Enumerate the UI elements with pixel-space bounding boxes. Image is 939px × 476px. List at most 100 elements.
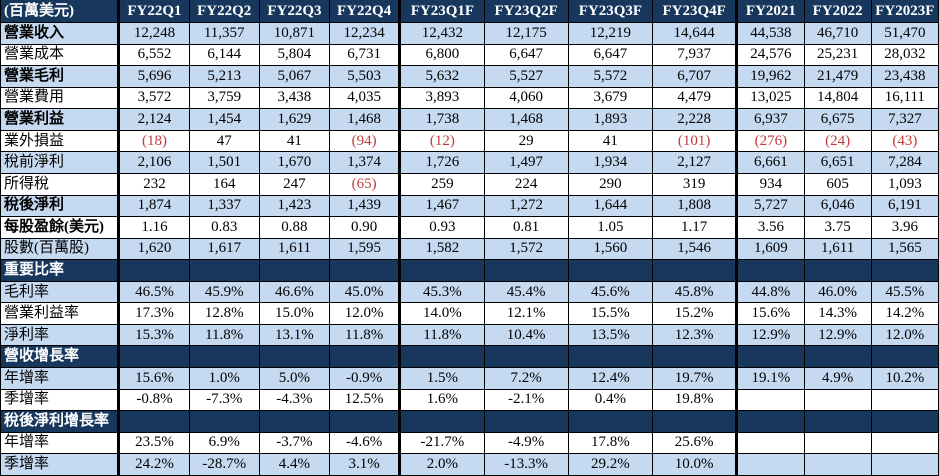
value-cell: 5,067: [258, 65, 331, 88]
value-cell: 28,032: [870, 43, 939, 67]
value-cell: 1,874: [117, 194, 190, 218]
value-cell: 4.9%: [803, 367, 872, 390]
value-cell: 17.3%: [117, 302, 190, 325]
value-cell: 6,937: [735, 108, 805, 131]
value-cell: 12,234: [329, 22, 401, 45]
column-header: FY2022: [803, 0, 872, 23]
row-label: 營業成本: [0, 43, 120, 67]
section-cell: [652, 410, 738, 433]
value-cell: 0.83: [188, 216, 260, 239]
value-cell: 45.9%: [188, 280, 260, 304]
section-cell: [870, 259, 939, 282]
value-cell: 6,191: [870, 194, 939, 218]
value-cell: 1,374: [329, 151, 401, 174]
section-cell: [258, 259, 331, 282]
value-cell: 1,609: [735, 237, 805, 261]
value-cell: -13.3%: [483, 453, 569, 476]
section-cell: [329, 410, 401, 433]
table-row: 毛利率 46.5% 45.9% 46.6% 45.0% 45.3% 45.4% 45.6% 45…: [0, 280, 939, 304]
section-cell: [652, 259, 738, 282]
section-cell: [870, 345, 939, 368]
table-row: 營業毛利 5,696 5,213 5,067 5,503 5,632 5,527 5,572 6…: [0, 65, 939, 88]
unit-header-cell: (百萬美元): [0, 0, 120, 23]
value-cell: 51,470: [870, 22, 939, 45]
row-label: 稅前淨利: [0, 151, 120, 174]
row-label: 稅後淨利: [0, 194, 120, 218]
value-cell: 6,800: [398, 43, 485, 67]
value-cell: [803, 431, 872, 455]
section-cell: [398, 345, 485, 368]
value-cell: 3,893: [398, 86, 485, 110]
section-cell: [567, 410, 654, 433]
value-cell: 1,644: [567, 194, 654, 218]
value-cell: 10.0%: [652, 453, 738, 476]
value-cell: [803, 453, 872, 476]
value-cell: 3,438: [258, 86, 331, 110]
column-header: FY23Q2F: [483, 0, 569, 23]
value-cell: [870, 388, 939, 412]
value-cell: 41: [567, 129, 654, 153]
value-cell: 13.1%: [258, 323, 331, 347]
row-label: 營業利益: [0, 108, 120, 131]
value-cell: 45.4%: [483, 280, 569, 304]
value-cell: 1,595: [329, 237, 401, 261]
value-cell: -0.9%: [329, 367, 401, 390]
column-header: FY22Q4: [329, 0, 401, 23]
row-label: 毛利率: [0, 280, 120, 304]
value-cell: 5,213: [188, 65, 260, 88]
value-cell: 23,438: [870, 65, 939, 88]
row-label: 營業收入: [0, 22, 120, 45]
table-row: 營業收入 12,248 11,357 10,871 12,234 12,432 12,175…: [0, 22, 939, 45]
value-cell: 5,804: [258, 43, 331, 67]
value-cell: -4.9%: [483, 431, 569, 455]
value-cell: 1,439: [329, 194, 401, 218]
value-cell: 11.8%: [188, 323, 260, 347]
section-label: 營收增長率: [0, 345, 120, 368]
section-cell: [803, 345, 872, 368]
value-cell: 0.4%: [567, 388, 654, 412]
value-cell: (65): [329, 172, 401, 196]
value-cell: 15.5%: [567, 302, 654, 325]
value-cell: 3.75: [803, 216, 872, 239]
table-body: 營業收入 12,248 11,357 10,871 12,234 12,432 12,175…: [0, 22, 939, 476]
value-cell: (43): [870, 129, 939, 153]
value-cell: 12,175: [483, 22, 569, 45]
value-cell: 44,538: [735, 22, 805, 45]
value-cell: 164: [188, 172, 260, 196]
value-cell: 13.5%: [567, 323, 654, 347]
value-cell: 1,468: [483, 108, 569, 131]
value-cell: -7.3%: [188, 388, 260, 412]
value-cell: 0.88: [258, 216, 331, 239]
section-label: 重要比率: [0, 259, 120, 282]
value-cell: 16,111: [870, 86, 939, 110]
value-cell: 1.0%: [188, 367, 260, 390]
value-cell: 46.0%: [803, 280, 872, 304]
column-header: FY22Q2: [188, 0, 260, 23]
value-cell: [870, 453, 939, 476]
value-cell: 1,337: [188, 194, 260, 218]
value-cell: 1,546: [652, 237, 738, 261]
value-cell: 2,124: [117, 108, 190, 131]
value-cell: 1,611: [803, 237, 872, 261]
value-cell: 934: [735, 172, 805, 196]
section-cell: [329, 345, 401, 368]
value-cell: 6,647: [567, 43, 654, 67]
value-cell: 12.1%: [483, 302, 569, 325]
table-row: 每股盈餘(美元) 1.16 0.83 0.88 0.90 0.93 0.81 1.05 1.17…: [0, 216, 939, 239]
value-cell: 247: [258, 172, 331, 196]
value-cell: 6,144: [188, 43, 260, 67]
value-cell: 12.9%: [735, 323, 805, 347]
value-cell: 11,357: [188, 22, 260, 45]
value-cell: 12,248: [117, 22, 190, 45]
value-cell: 5,632: [398, 65, 485, 88]
value-cell: 24,576: [735, 43, 805, 67]
value-cell: 7.2%: [483, 367, 569, 390]
value-cell: -4.6%: [329, 431, 401, 455]
row-label: 所得稅: [0, 172, 120, 196]
table-row: 業外損益 (18) 47 41 (94) (12) 29 41 (101) (276) (24) (4…: [0, 129, 939, 153]
row-label: 淨利率: [0, 323, 120, 347]
value-cell: 3.1%: [329, 453, 401, 476]
value-cell: [735, 453, 805, 476]
value-cell: 12,432: [398, 22, 485, 45]
value-cell: 1,893: [567, 108, 654, 131]
